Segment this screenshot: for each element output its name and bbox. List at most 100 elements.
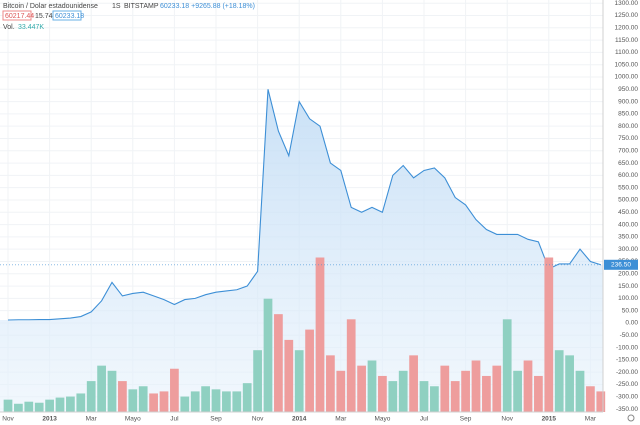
quote: 60233.18 +9265.88 (+18.18%): [160, 3, 255, 10]
volume-bar: [149, 393, 158, 412]
volume-bar: [419, 381, 429, 412]
price-marker-label: 236.50: [611, 262, 631, 269]
volume-bar: [534, 375, 543, 412]
volume-bar: [190, 391, 200, 412]
volume-bar: [378, 375, 387, 412]
volume-bar: [45, 399, 54, 412]
badge: 60217.44: [5, 13, 34, 20]
volume-bar: [34, 402, 44, 412]
price-marker-box: [604, 259, 638, 270]
volume-bar: [440, 365, 450, 412]
y-tick-label: 1150.00: [615, 37, 638, 44]
volume-bar: [170, 368, 179, 412]
y-tick-label: -350.00: [616, 406, 638, 413]
y-tick-label: 450.00: [618, 209, 638, 216]
volume-label: Vol.: [3, 24, 15, 31]
y-tick-label: -50.00: [620, 332, 639, 339]
volume-bar: [118, 381, 127, 412]
volume-bar: [3, 399, 13, 412]
y-tick-label: 150.00: [618, 283, 638, 290]
y-tick-label: 50.00: [622, 307, 639, 314]
y-tick-label: -300.00: [616, 393, 638, 400]
volume-bar: [14, 403, 23, 412]
volume-bar: [513, 370, 522, 412]
volume-bar: [274, 314, 283, 412]
x-tick-label: Nov: [252, 416, 264, 423]
y-tick-label: 1250.00: [615, 12, 639, 19]
volume-bar: [575, 370, 585, 412]
y-tick-label: -100.00: [616, 344, 638, 351]
volume-bar: [471, 360, 481, 412]
volume-bar: [409, 355, 418, 412]
x-tick-label: Nov: [2, 416, 14, 423]
volume-bar: [367, 360, 377, 412]
y-tick-label: 550.00: [618, 184, 638, 191]
volume-bar: [263, 298, 273, 412]
exchange: BITSTAMP: [124, 3, 159, 10]
volume-bar: [523, 360, 533, 412]
volume-bar: [398, 370, 408, 412]
x-tick-label: Nov: [501, 416, 513, 423]
plot-area: [0, 0, 606, 412]
y-tick-label: 850.00: [618, 111, 638, 118]
volume-bar: [24, 401, 34, 412]
volume-bar: [554, 350, 564, 412]
badge-box: [52, 10, 82, 21]
y-tick-label: 0.00: [625, 320, 638, 327]
settings-icon[interactable]: [627, 414, 635, 422]
x-tick-label: Mar: [585, 416, 597, 423]
volume-bar: [544, 257, 554, 412]
x-tick-label: Mar: [335, 416, 347, 423]
volume-bar: [86, 381, 96, 412]
volume-bar: [565, 355, 574, 412]
volume-bar: [315, 257, 325, 412]
volume-bar: [138, 386, 148, 412]
y-tick-label: 300.00: [618, 246, 638, 253]
volume-bar: [502, 319, 512, 412]
y-tick-label: 1300.00: [615, 0, 639, 7]
volume-bar: [253, 350, 262, 412]
x-tick-label: 2015: [542, 416, 557, 423]
volume-bar: [242, 383, 252, 412]
y-tick-label: -250.00: [616, 381, 638, 388]
x-tick-label: Jul: [420, 416, 429, 423]
x-tick-label: Mar: [86, 416, 98, 423]
x-tick-label: Sep: [210, 416, 222, 423]
volume-bar: [450, 381, 460, 412]
volume-bar: [66, 396, 75, 412]
x-tick-label: 2014: [292, 416, 307, 423]
area-fill: [0, 89, 603, 412]
volume-bar: [97, 365, 106, 412]
y-tick-label: 950.00: [618, 86, 638, 93]
volume-bar: [201, 386, 210, 412]
volume-value: 33.447K: [18, 24, 44, 31]
badge-box: [2, 10, 32, 21]
y-tick-label: 650.00: [618, 160, 638, 167]
badge: 15.74: [35, 13, 53, 20]
volume-bar: [294, 350, 304, 412]
volume-bar: [482, 375, 491, 412]
y-tick-label: -200.00: [616, 369, 638, 376]
x-tick-label: Jul: [170, 416, 179, 423]
volume-bar: [430, 386, 439, 412]
volume-bar: [232, 391, 242, 412]
y-tick-label: 1200.00: [615, 25, 639, 32]
x-tick-label: Sep: [460, 416, 472, 423]
volume-bar: [346, 319, 356, 412]
volume-bar: [222, 391, 231, 412]
volume-bar: [128, 389, 138, 412]
y-tick-label: 750.00: [618, 135, 638, 142]
volume-bar: [586, 386, 595, 412]
y-tick-label: 1000.00: [615, 74, 639, 81]
volume-bar: [180, 396, 190, 412]
volume-bar: [388, 381, 398, 412]
volume-bar: [326, 355, 335, 412]
volume-bar: [492, 365, 502, 412]
y-tick-label: 700.00: [618, 147, 638, 154]
volume-bar: [211, 389, 221, 412]
y-tick-label: 500.00: [618, 197, 638, 204]
volume-bar: [357, 365, 366, 412]
volume-bar: [55, 397, 65, 412]
y-tick-label: 1050.00: [615, 61, 639, 68]
